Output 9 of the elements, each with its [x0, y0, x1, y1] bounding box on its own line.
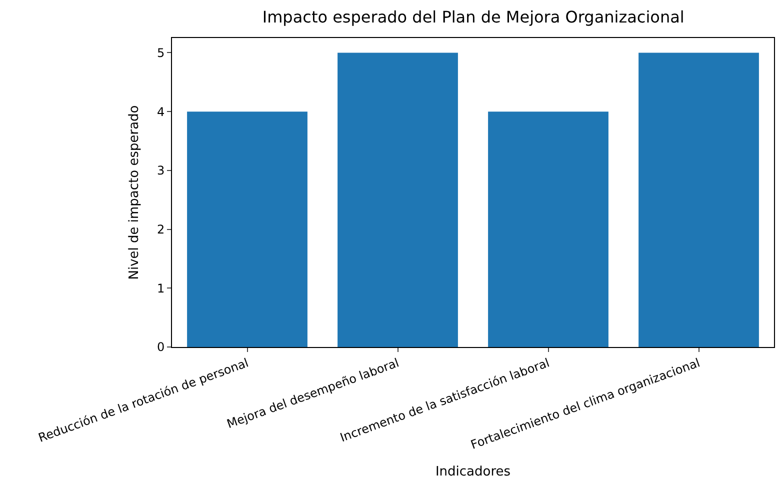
y-tick-label: 1	[156, 281, 165, 296]
y-tick-label: 2	[156, 222, 165, 236]
y-tick-label: 3	[156, 164, 165, 178]
y-tick-label: 5	[156, 46, 165, 60]
x-axis-title: Indicadores	[435, 464, 511, 480]
y-tick-label: 4	[156, 104, 165, 119]
y-tick-label: 0	[156, 340, 165, 354]
chart-title: Impacto esperado del Plan de Mejora Organizacional	[262, 8, 684, 27]
y-axis-title: Nivel de impacto esperado	[126, 105, 142, 280]
